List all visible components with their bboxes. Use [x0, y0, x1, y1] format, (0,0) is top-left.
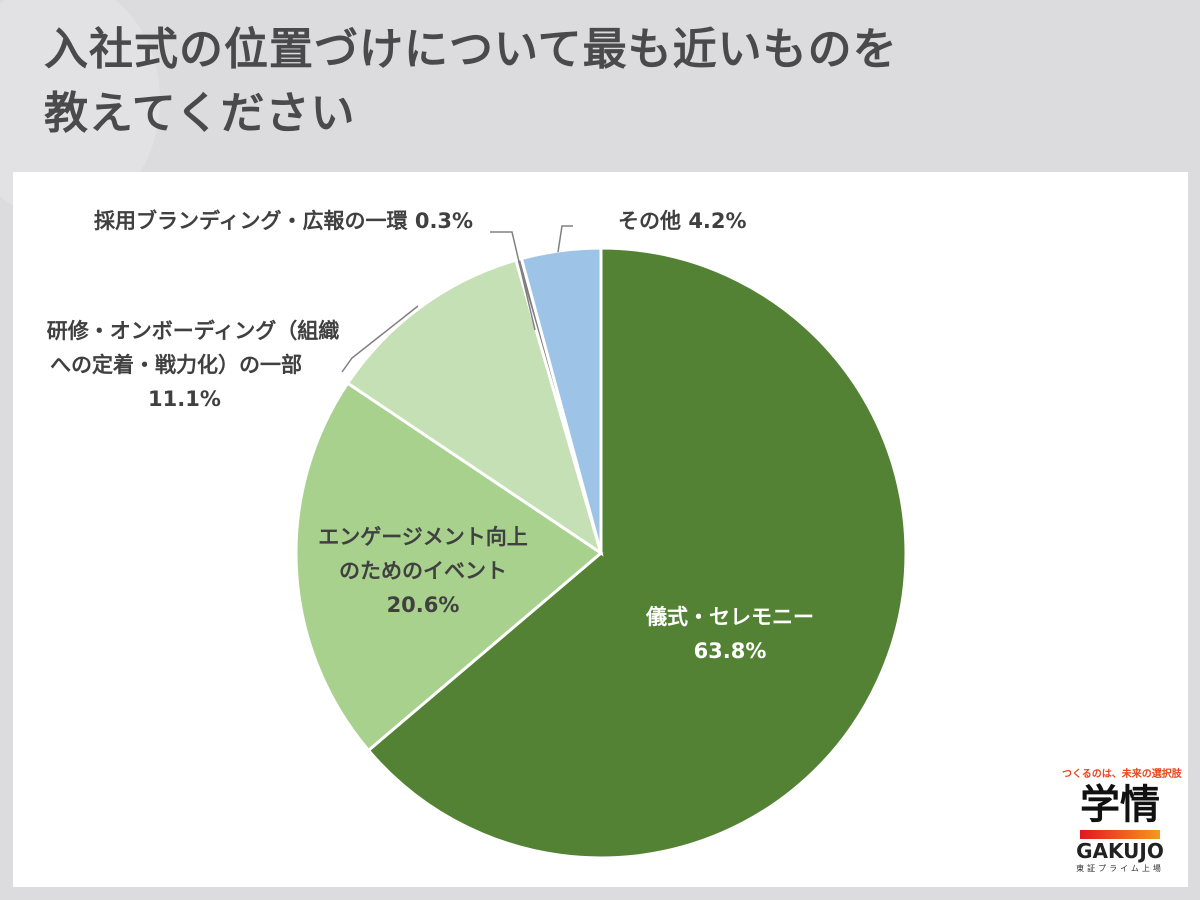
pie-slice-4: [519, 246, 603, 554]
slice-label-ceremony: 儀式・セレモニー 63.8%: [646, 605, 814, 663]
slice-label-training: 研修・オンボーディング（組織 への定着・戦力化）の一部 11.1%: [46, 319, 340, 411]
slice-label-other: その他 4.2%: [618, 209, 747, 233]
pie-slice-0: [366, 246, 908, 860]
leader-line-training: [341, 305, 419, 373]
leader-line-other: [557, 225, 573, 253]
page-title: 入社式の位置づけについて最も近いものを 教えてください: [44, 18, 898, 146]
pie-slice-2: [345, 258, 604, 557]
pie-slice-1: [294, 381, 604, 753]
title-line-2: 教えてください: [44, 88, 356, 139]
slice-label-branding: 採用ブランディング・広報の一環 0.3%: [94, 209, 474, 233]
slice-label-engagement: エンゲージメント向上 のためのイベント 20.6%: [318, 525, 528, 617]
title-line-1: 入社式の位置づけについて最も近いものを: [44, 24, 898, 75]
gakujo-logo: つくるのは、未来の選択肢 学情 GAKUJO 東証プライム上場: [1062, 769, 1182, 873]
leader-line-branding: [490, 231, 536, 331]
